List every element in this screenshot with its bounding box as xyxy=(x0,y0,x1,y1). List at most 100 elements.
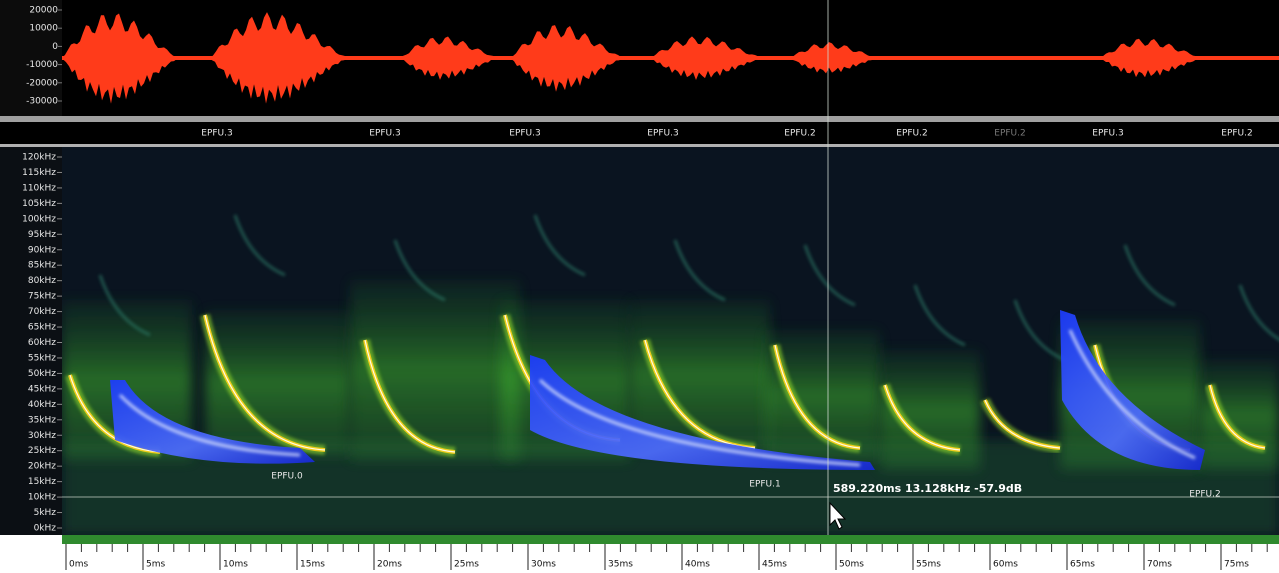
waveform-envelope xyxy=(400,36,500,80)
waveform-envelope xyxy=(510,25,625,92)
time-label: 75ms xyxy=(1224,560,1249,570)
freq-label: 70kHz xyxy=(28,307,56,317)
call-label[interactable]: EPFU.2 xyxy=(784,129,815,139)
time-label: 55ms xyxy=(916,560,941,570)
selection-blob xyxy=(530,355,875,470)
freq-label: 80kHz xyxy=(28,276,56,286)
selection-blob xyxy=(110,380,315,464)
harmonic xyxy=(1013,299,1066,362)
waveform xyxy=(62,12,1279,104)
time-label: 45ms xyxy=(762,560,787,570)
freq-label: 20kHz xyxy=(28,462,56,472)
waveform-axis-label: 10000 xyxy=(29,24,58,34)
time-label: 20ms xyxy=(377,560,402,570)
freq-label: 40kHz xyxy=(28,400,56,410)
call-line xyxy=(204,314,326,451)
time-label: 30ms xyxy=(531,560,556,570)
freq-labels: 120kHz 115kHz 110kHz 105kHz 100kHz 95kHz 90kHz… xyxy=(22,153,62,534)
freq-label: 105kHz xyxy=(22,199,56,209)
harmonic xyxy=(233,214,286,277)
call-line xyxy=(1209,384,1266,449)
freq-label: 110kHz xyxy=(22,183,56,193)
freq-label: 120kHz xyxy=(22,153,56,163)
separator xyxy=(0,144,1279,147)
call-line xyxy=(984,399,1061,449)
harmonic xyxy=(98,274,151,337)
waveform-axis-label: 0 xyxy=(52,42,58,52)
energy-patch xyxy=(350,280,520,460)
call-label[interactable]: EPFU.3 xyxy=(509,129,540,139)
freq-label: 0kHz xyxy=(34,524,57,534)
freq-label: 60kHz xyxy=(28,338,56,348)
call-labels: EPFU.3 EPFU.3 EPFU.3 EPFU.3 EPFU.2 EPFU.… xyxy=(201,129,1252,139)
call-label[interactable]: EPFU.2 xyxy=(1221,129,1252,139)
harmonic xyxy=(393,239,446,302)
selection-labels: EPFU.0 EPFU.1 EPFU.2 xyxy=(271,472,1220,500)
freq-label: 45kHz xyxy=(28,384,56,394)
call-line xyxy=(69,374,161,453)
energy-patch xyxy=(1200,360,1279,470)
freq-label: 25kHz xyxy=(28,446,56,456)
harmonic xyxy=(673,239,726,302)
time-label: 60ms xyxy=(993,560,1018,570)
waveform-envelope xyxy=(1100,38,1205,78)
freq-label: 10kHz xyxy=(28,493,56,503)
freq-label: 15kHz xyxy=(28,477,56,487)
waveform-envelope xyxy=(790,42,880,74)
mouse-pointer xyxy=(829,501,847,530)
selection-label[interactable]: EPFU.1 xyxy=(749,480,780,490)
selection-blob xyxy=(1060,310,1205,470)
time-label: 15ms xyxy=(300,560,325,570)
call-label[interactable]: EPFU.3 xyxy=(647,129,678,139)
time-label: 65ms xyxy=(1070,560,1095,570)
freq-label: 55kHz xyxy=(28,353,56,363)
time-labels: 0ms 5ms 10ms 15ms 20ms 25ms 30ms 35ms 40ms 45ms 50… xyxy=(65,544,1268,570)
freq-label: 5kHz xyxy=(34,508,57,518)
time-label: 70ms xyxy=(1147,560,1172,570)
harmonic xyxy=(533,214,586,277)
selection-highlight xyxy=(538,378,861,467)
freq-axis xyxy=(0,147,62,535)
freq-label: 95kHz xyxy=(28,230,56,240)
freq-label: 75kHz xyxy=(28,292,56,302)
harmonic xyxy=(1123,244,1176,307)
time-label: 50ms xyxy=(839,560,864,570)
spectrogram xyxy=(62,214,1279,470)
freq-label: 90kHz xyxy=(28,245,56,255)
call-line xyxy=(774,344,861,449)
label-bar xyxy=(0,122,1279,144)
call-label[interactable]: EPFU.3 xyxy=(1092,129,1123,139)
freq-label: 85kHz xyxy=(28,261,56,271)
call-label[interactable]: EPFU.3 xyxy=(369,129,400,139)
harmonic xyxy=(913,284,966,347)
call-label[interactable]: EPFU.2 xyxy=(896,129,927,139)
time-axis-band xyxy=(62,535,1279,544)
time-label: 25ms xyxy=(454,560,479,570)
freq-label: 30kHz xyxy=(28,431,56,441)
waveform-envelope xyxy=(650,36,765,80)
time-label: 5ms xyxy=(146,560,165,570)
selection-label[interactable]: EPFU.2 xyxy=(1189,490,1220,500)
waveform-axis-label: 20000 xyxy=(29,6,58,16)
waveform-axis xyxy=(0,0,62,116)
freq-label: 35kHz xyxy=(28,415,56,425)
freq-label: 115kHz xyxy=(22,168,56,178)
waveform-envelope xyxy=(62,13,180,104)
separator xyxy=(0,116,1279,122)
selection-label[interactable]: EPFU.0 xyxy=(271,472,303,482)
selection-highlight xyxy=(1068,329,1196,460)
cursor-readout: 589.220ms 13.128kHz -57.9dB xyxy=(833,482,1022,495)
time-label: 0ms xyxy=(69,560,88,570)
time-label: 10ms xyxy=(223,560,248,570)
call-line xyxy=(884,384,961,451)
time-label: 35ms xyxy=(608,560,633,570)
harmonic xyxy=(803,244,856,307)
waveform-envelope xyxy=(210,12,350,104)
freq-label: 100kHz xyxy=(22,214,56,224)
harmonic xyxy=(1238,284,1279,341)
freq-label: 50kHz xyxy=(28,369,56,379)
call-label[interactable]: EPFU.3 xyxy=(201,129,232,139)
call-label[interactable]: EPFU.2 xyxy=(994,129,1025,139)
